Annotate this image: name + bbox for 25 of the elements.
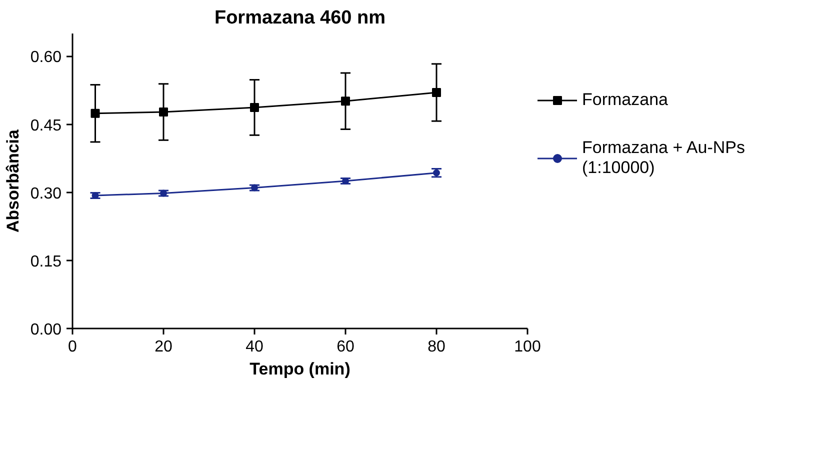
x-axis-title: Tempo (min) [250,360,350,378]
point [433,169,440,176]
y-axis-title: Absorbância [3,128,22,232]
point [250,102,259,112]
legend-label: Formazana [582,90,668,110]
x-tick-label: 60 [336,338,354,356]
y-tick-label: 0.00 [30,322,62,338]
x-tick-label: 0 [68,338,78,356]
y-tick-label: 0.60 [30,49,62,66]
x-tick-label: 20 [154,338,172,356]
point [341,96,350,106]
legend-label: Formazana + Au-NPs (1:10000) [582,138,745,178]
point [159,108,168,117]
point [160,190,167,197]
point [90,108,100,118]
y-tick-label: 0.45 [30,117,62,134]
point [342,178,349,184]
point [432,88,441,97]
x-tick-label: 100 [514,338,541,356]
y-tick-label: 0.30 [30,185,62,202]
x-tick-label: 80 [428,338,446,356]
point [251,184,258,192]
chart-title: Formazana 460 nm [214,8,386,28]
y-tick-label: 0.15 [30,253,62,270]
x-tick-label: 40 [246,338,264,356]
